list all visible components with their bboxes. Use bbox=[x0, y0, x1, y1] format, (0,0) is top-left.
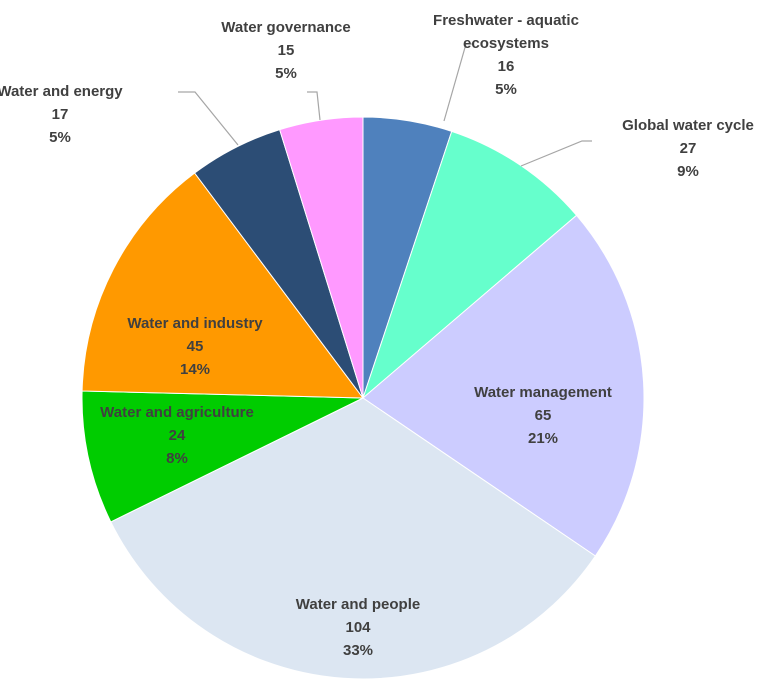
data-label-value: 16 bbox=[498, 58, 515, 75]
leader-line bbox=[520, 140, 592, 167]
data-label: Water governance 15 5% bbox=[221, 19, 351, 82]
data-label-value: 17 bbox=[52, 106, 69, 123]
data-label-percent: 5% bbox=[495, 81, 517, 98]
data-label-percent: 5% bbox=[49, 129, 71, 146]
pie-slice-water-governance bbox=[279, 116, 364, 399]
data-label-category: Water and agriculture bbox=[100, 404, 254, 421]
data-label-category: Global water cycle bbox=[622, 117, 754, 134]
pie-slice-water-management bbox=[362, 214, 645, 557]
data-label-value: 45 bbox=[187, 338, 204, 355]
data-label-value: 27 bbox=[680, 140, 697, 157]
data-label: Water and energy 17 5% bbox=[0, 83, 123, 146]
data-label-percent: 33% bbox=[343, 642, 373, 659]
data-label-category: Water governance bbox=[221, 19, 351, 36]
data-label-category: Freshwater - aquatic bbox=[433, 12, 579, 29]
data-label-percent: 5% bbox=[275, 65, 297, 82]
data-label-percent: 8% bbox=[166, 450, 188, 467]
data-label: Global water cycle 27 9% bbox=[622, 117, 754, 180]
pie-slice-water-and-people bbox=[110, 397, 597, 679]
data-label: Water and people 104 33% bbox=[296, 596, 420, 659]
data-label: Water management 65 21% bbox=[474, 384, 612, 447]
leader-lines bbox=[178, 43, 592, 167]
pie-slices bbox=[81, 116, 645, 679]
data-label-category: Water and energy bbox=[0, 83, 123, 100]
data-label-value: 104 bbox=[345, 619, 371, 636]
data-label: Water and industry 45 14% bbox=[127, 315, 263, 378]
data-label-category: Water and people bbox=[296, 596, 420, 613]
data-label: Water and agriculture 24 8% bbox=[100, 404, 254, 467]
leader-line bbox=[178, 91, 239, 146]
data-label-value: 65 bbox=[535, 407, 552, 424]
data-labels: Freshwater - aquatic ecosystems 16 5% Global… bbox=[0, 12, 754, 659]
data-label-category: Water management bbox=[474, 384, 612, 401]
data-label-percent: 21% bbox=[528, 430, 558, 447]
data-label-percent: 14% bbox=[180, 361, 210, 378]
pie-slice-water-and-agriculture bbox=[81, 390, 364, 523]
pie-slice-water-and-industry bbox=[81, 172, 365, 399]
data-label-value: 24 bbox=[169, 427, 186, 444]
data-label-value: 15 bbox=[278, 42, 295, 59]
data-label: Freshwater - aquatic ecosystems 16 5% bbox=[433, 12, 579, 98]
leader-line bbox=[307, 91, 321, 121]
data-label-category: Water and industry bbox=[127, 315, 263, 332]
leader-line bbox=[443, 43, 472, 122]
data-label-percent: 9% bbox=[677, 163, 699, 180]
pie-slice-global-water-cycle bbox=[361, 130, 578, 400]
data-label-category: ecosystems bbox=[463, 35, 549, 52]
